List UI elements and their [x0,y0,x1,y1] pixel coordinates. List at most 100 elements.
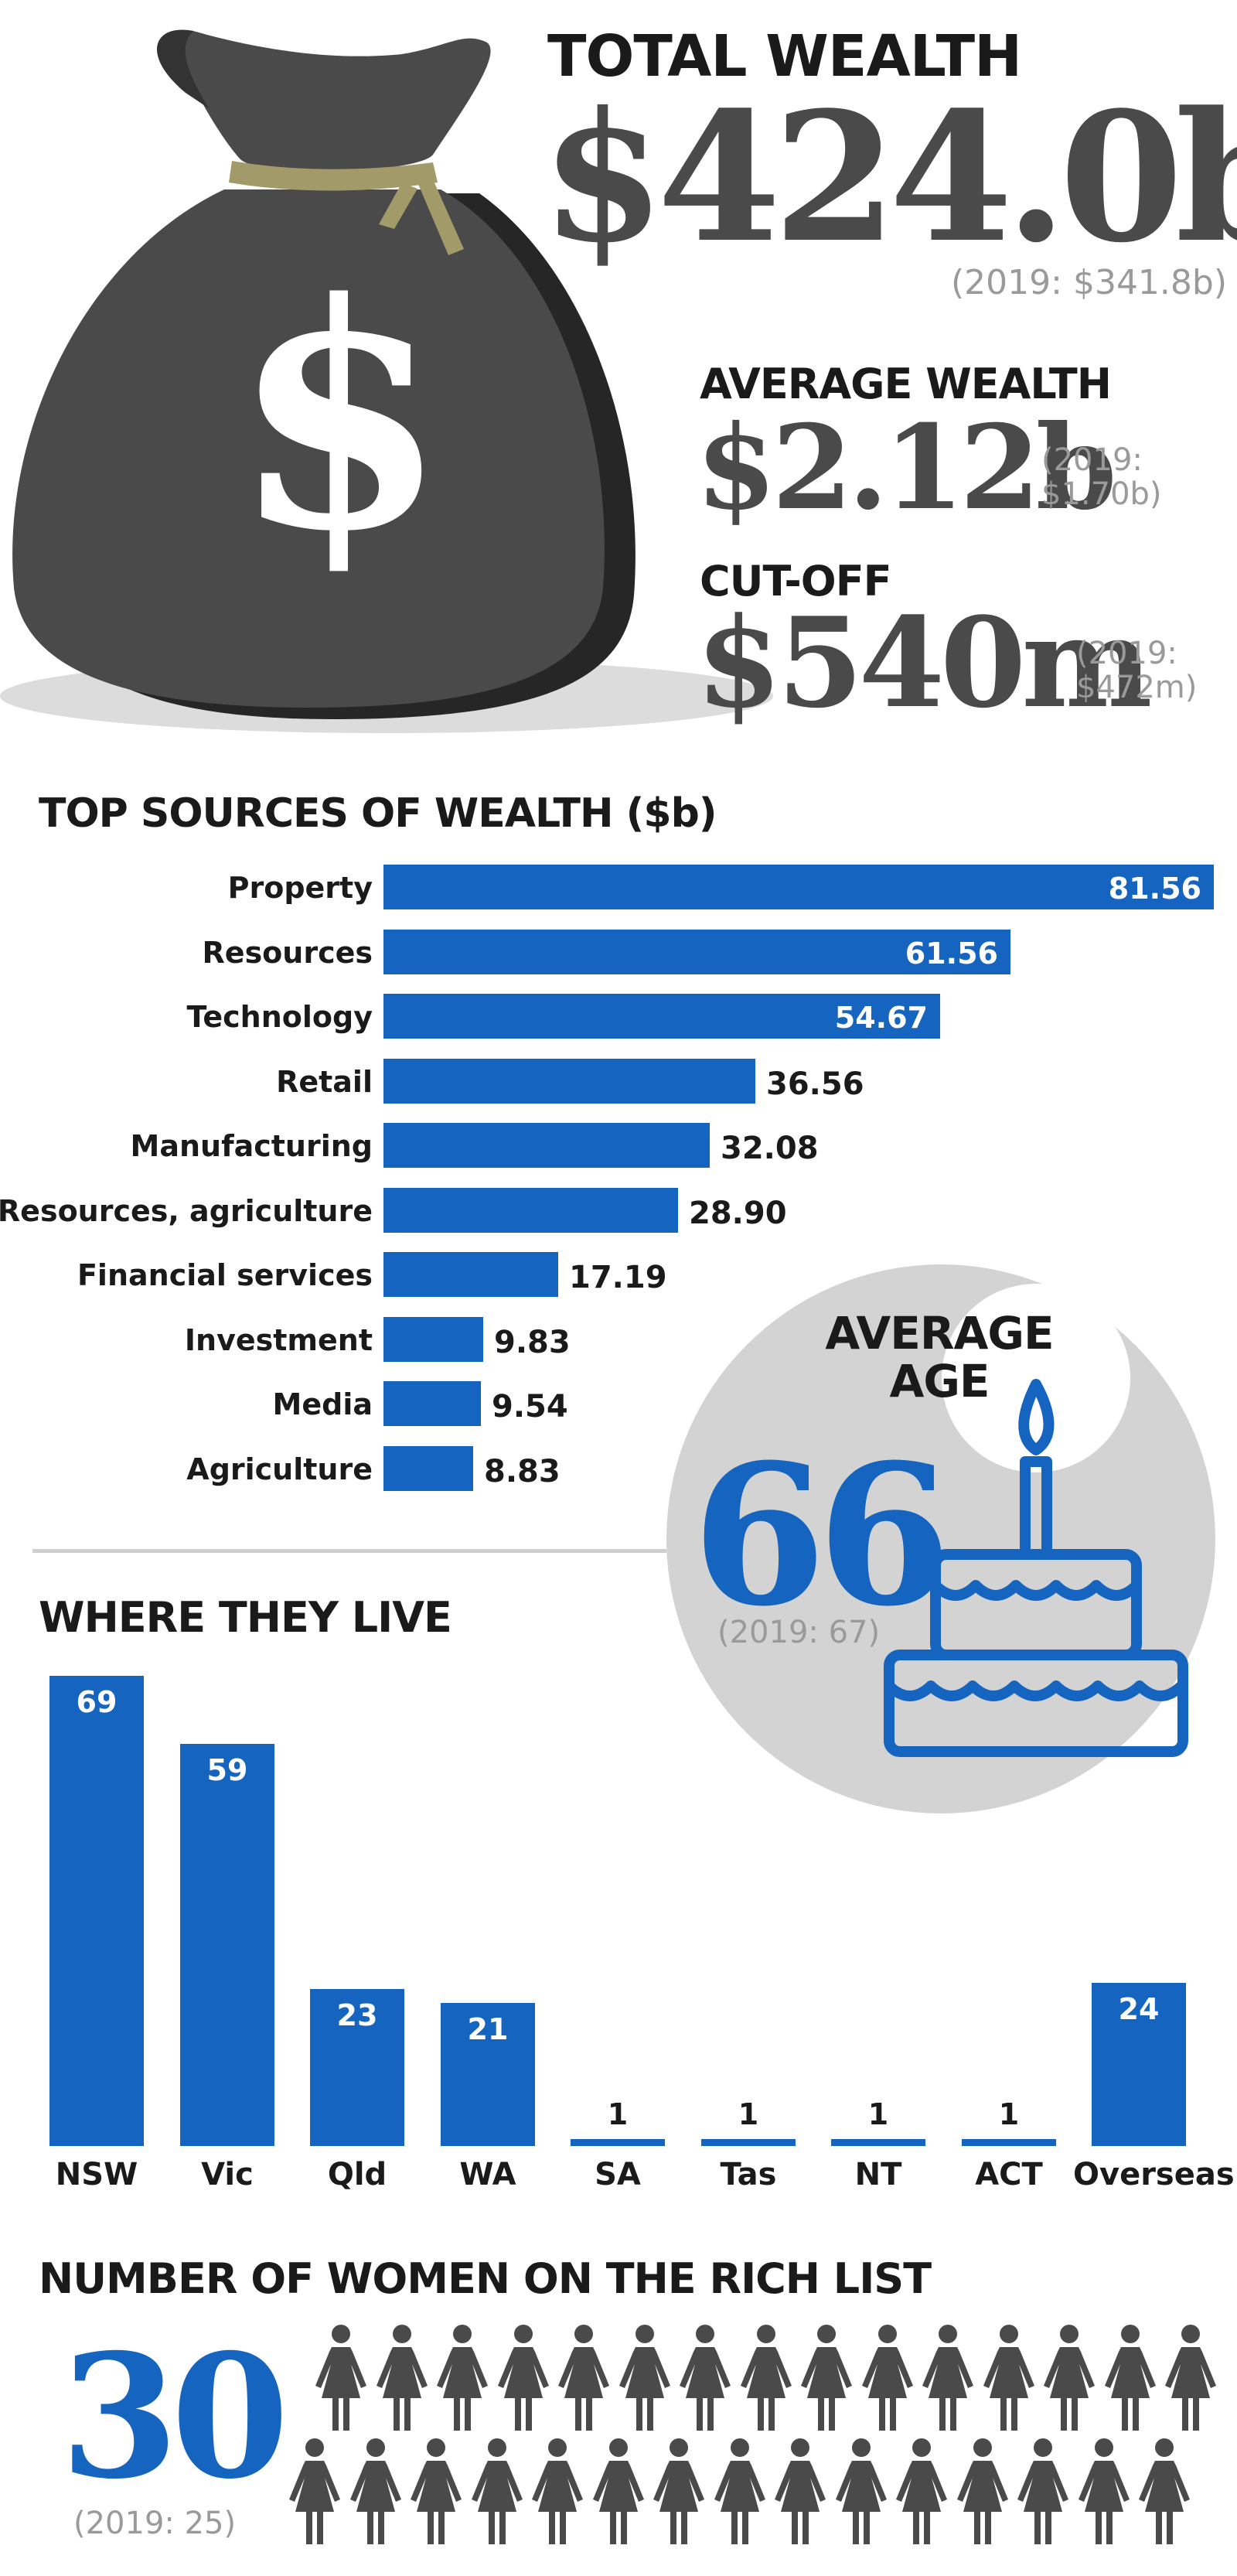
woman-icon [376,2325,428,2431]
state-value-label: 24 [1118,1992,1160,2026]
woman-icon [1078,2438,1130,2544]
bag-dollar-symbol: $ [232,236,448,599]
state-category-label: ACT [975,2157,1043,2192]
state-value-label: 21 [467,2012,509,2046]
state-value-label: 59 [206,1753,248,1787]
cutoff-label: CUT-OFF [700,557,891,606]
woman-icon [349,2438,401,2544]
average-age-title-line2: AGE [889,1355,990,1407]
state-bar [701,2139,796,2146]
state-value-label: 1 [607,2097,629,2131]
woman-icon [592,2438,644,2544]
state-bar [49,1676,144,2146]
source-bar [383,929,1010,974]
source-category-label: Property [227,871,373,905]
cake-flame-halo [942,1284,1130,1472]
state-category-label: Vic [201,2157,254,2192]
woman-icon [532,2438,583,2544]
source-category-label: Technology [186,1000,373,1034]
average-wealth-value: $2.12b [696,400,1117,536]
state-bar [310,1989,404,2146]
woman-icon [801,2325,852,2431]
source-bar [383,1252,558,1297]
source-bar [383,1445,473,1491]
state-category-label: Overseas [1073,2157,1235,2192]
source-value-label: 8.83 [484,1453,561,1489]
source-bar [383,1058,755,1104]
woman-icon [497,2325,549,2431]
woman-icon [437,2325,488,2431]
source-category-label: Financial services [77,1258,373,1292]
state-bar [441,2003,535,2146]
woman-icon [922,2325,973,2431]
source-value-label: 61.56 [905,936,998,971]
source-value-label: 36.56 [766,1066,864,1102]
woman-icon [740,2325,792,2431]
state-value-label: 69 [76,1685,118,1719]
money-bag-icon [0,29,773,733]
source-bar [383,865,1214,909]
total-wealth-label: TOTAL WEALTH [547,23,1022,90]
average-age-previous: (2019: 67) [717,1615,881,1650]
source-value-label: 32.08 [721,1131,819,1166]
state-bar [962,2139,1056,2146]
state-bar [571,2139,665,2146]
average-wealth-previous-line2: $1.70b) [1041,476,1162,512]
state-category-label: NT [854,2157,902,2192]
woman-icon [835,2438,887,2544]
average-age-value: 66 [692,1421,952,1649]
women-title: NUMBER OF WOMEN ON THE RICH LIST [39,2254,932,2303]
source-value-label: 9.83 [494,1324,571,1360]
sources-chart-title: TOP SOURCES OF WEALTH ($b) [39,790,717,837]
total-wealth-value: $424.0b [541,73,1237,282]
state-value-label: 1 [867,2097,889,2131]
women-previous: (2019: 25) [73,2506,237,2541]
source-value-label: 9.54 [492,1389,568,1424]
state-bar [831,2139,925,2146]
woman-icon [1017,2438,1068,2544]
state-category-label: Tas [720,2157,777,2192]
woman-icon [956,2438,1008,2544]
source-category-label: Investment [184,1322,373,1357]
source-value-label: 54.67 [834,1001,928,1035]
cutoff-previous-line2: $472m) [1076,670,1198,705]
cutoff-previous-line1: (2019: [1076,636,1177,671]
source-bar [383,994,940,1039]
source-bar [383,1316,483,1362]
woman-icon [315,2325,366,2431]
woman-icon [896,2438,947,2544]
states-chart-title: WHERE THEY LIVE [39,1593,452,1642]
source-value-label: 28.90 [689,1195,787,1231]
woman-icon [471,2438,523,2544]
woman-icon [1104,2325,1156,2431]
women-value: 30 [60,2316,289,2516]
state-category-label: Qld [327,2157,387,2192]
source-category-label: Media [272,1387,373,1421]
source-category-label: Resources [202,935,373,970]
average-age-title-line1: AVERAGE [825,1307,1054,1360]
woman-icon [411,2438,462,2544]
source-bar [383,1381,481,1426]
average-wealth-label: AVERAGE WEALTH [700,360,1112,408]
state-value-label: 1 [738,2097,759,2131]
woman-icon [618,2325,670,2431]
woman-icon [775,2438,826,2544]
source-category-label: Resources, agriculture [0,1193,373,1228]
woman-icon [714,2438,765,2544]
cutoff-value: $540m [696,590,1153,735]
woman-icon [1165,2325,1216,2431]
woman-icon [1139,2438,1190,2544]
source-bar [383,1187,678,1233]
woman-icon [1044,2325,1095,2431]
state-category-label: NSW [55,2157,138,2192]
woman-icon [861,2325,913,2431]
source-value-label: 17.19 [569,1260,667,1295]
state-category-label: WA [459,2157,516,2192]
woman-icon [653,2438,704,2544]
state-category-label: SA [595,2157,641,2192]
state-bar [180,1744,274,2146]
woman-icon [680,2325,731,2431]
birthday-cake-icon [884,1379,1188,1757]
source-category-label: Agriculture [186,1452,373,1486]
total-wealth-previous: (2019: $341.8b) [951,263,1228,302]
